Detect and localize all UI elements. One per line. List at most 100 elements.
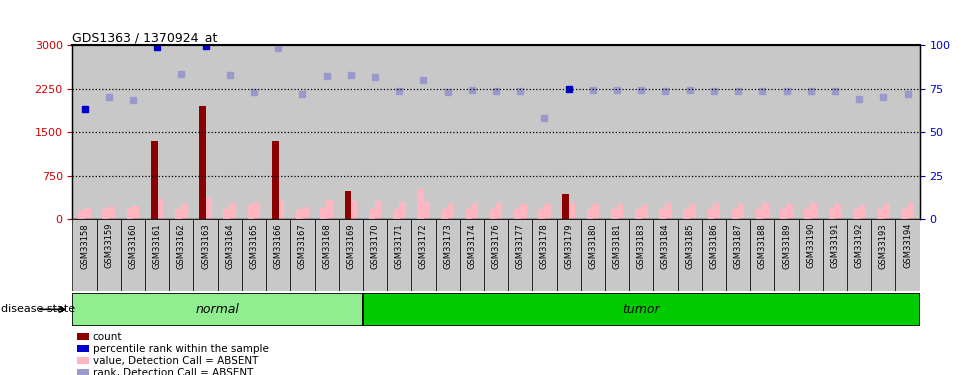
Bar bbox=[677, 219, 701, 291]
Bar bbox=[193, 219, 217, 291]
Bar bbox=[568, 203, 575, 219]
Bar bbox=[775, 45, 799, 219]
Bar bbox=[605, 45, 629, 219]
Text: GSM33192: GSM33192 bbox=[855, 223, 864, 268]
Text: GSM33159: GSM33159 bbox=[104, 223, 113, 268]
Text: GSM33173: GSM33173 bbox=[443, 223, 452, 268]
Bar bbox=[538, 209, 545, 219]
Text: count: count bbox=[93, 332, 123, 342]
Text: value, Detection Call = ABSENT: value, Detection Call = ABSENT bbox=[93, 356, 258, 366]
Bar bbox=[132, 206, 139, 219]
Bar bbox=[72, 45, 97, 219]
Bar bbox=[629, 219, 653, 291]
Bar bbox=[363, 45, 387, 219]
Text: GSM33168: GSM33168 bbox=[322, 223, 331, 268]
Bar bbox=[229, 203, 236, 219]
Bar bbox=[859, 204, 866, 219]
Text: GSM33179: GSM33179 bbox=[564, 223, 573, 268]
Text: GSM33174: GSM33174 bbox=[468, 223, 476, 268]
Bar bbox=[823, 45, 847, 219]
Bar bbox=[799, 45, 823, 219]
Bar bbox=[72, 219, 97, 291]
Bar bbox=[532, 45, 556, 219]
Bar bbox=[127, 208, 133, 219]
Bar bbox=[345, 191, 352, 219]
Bar bbox=[460, 219, 484, 291]
Bar bbox=[562, 194, 569, 219]
Text: GSM33165: GSM33165 bbox=[249, 223, 259, 268]
Bar bbox=[277, 201, 285, 219]
Text: GSM33191: GSM33191 bbox=[831, 223, 839, 268]
Bar bbox=[387, 219, 412, 291]
Bar bbox=[302, 207, 309, 219]
Bar bbox=[653, 45, 677, 219]
Text: GSM33194: GSM33194 bbox=[903, 223, 912, 268]
Bar bbox=[247, 205, 254, 219]
Bar bbox=[751, 45, 775, 219]
Bar bbox=[363, 219, 387, 291]
Text: GSM33178: GSM33178 bbox=[540, 223, 549, 268]
Bar bbox=[508, 219, 532, 291]
Bar bbox=[616, 204, 623, 219]
Bar bbox=[683, 209, 690, 219]
Bar bbox=[532, 219, 556, 291]
Text: disease state: disease state bbox=[1, 304, 75, 314]
Bar bbox=[677, 45, 701, 219]
Bar bbox=[581, 219, 605, 291]
Bar bbox=[701, 219, 726, 291]
Bar bbox=[412, 45, 436, 219]
Text: rank, Detection Call = ABSENT: rank, Detection Call = ABSENT bbox=[93, 368, 253, 375]
Bar bbox=[895, 45, 920, 219]
Bar bbox=[97, 45, 121, 219]
Bar bbox=[399, 202, 406, 219]
Bar bbox=[805, 209, 811, 219]
Bar bbox=[581, 45, 605, 219]
Bar bbox=[466, 209, 472, 219]
Bar bbox=[810, 203, 817, 219]
Text: GSM33162: GSM33162 bbox=[177, 223, 185, 268]
Bar bbox=[738, 204, 745, 219]
Bar bbox=[121, 45, 145, 219]
Bar bbox=[121, 219, 145, 291]
Bar bbox=[635, 209, 641, 219]
Text: GSM33172: GSM33172 bbox=[419, 223, 428, 268]
Bar bbox=[351, 201, 357, 219]
Bar bbox=[707, 209, 715, 219]
Bar bbox=[640, 204, 647, 219]
Bar bbox=[145, 45, 169, 219]
Bar bbox=[514, 209, 521, 219]
Text: GSM33189: GSM33189 bbox=[782, 223, 791, 268]
Text: GSM33177: GSM33177 bbox=[516, 223, 525, 268]
Bar bbox=[762, 203, 769, 219]
Bar bbox=[775, 219, 799, 291]
Bar bbox=[242, 45, 266, 219]
Bar bbox=[199, 106, 206, 219]
Bar bbox=[369, 209, 376, 219]
Bar bbox=[907, 203, 914, 219]
Text: GSM33184: GSM33184 bbox=[661, 223, 670, 268]
Bar bbox=[363, 292, 920, 326]
Bar bbox=[72, 292, 363, 326]
Text: tumor: tumor bbox=[622, 303, 660, 316]
Bar bbox=[145, 219, 169, 291]
Bar bbox=[393, 209, 400, 219]
Bar bbox=[751, 219, 775, 291]
Bar bbox=[786, 204, 793, 219]
Bar bbox=[726, 219, 751, 291]
Bar bbox=[611, 209, 617, 219]
Bar bbox=[217, 219, 242, 291]
Bar bbox=[586, 209, 593, 219]
Bar bbox=[175, 209, 182, 219]
Bar bbox=[181, 204, 187, 219]
Text: GSM33163: GSM33163 bbox=[201, 223, 210, 268]
Bar bbox=[102, 209, 109, 219]
Bar bbox=[665, 203, 671, 219]
Bar bbox=[659, 209, 666, 219]
Bar bbox=[169, 219, 193, 291]
Bar bbox=[592, 204, 599, 219]
Bar bbox=[484, 219, 508, 291]
Bar bbox=[271, 141, 278, 219]
Bar bbox=[726, 45, 751, 219]
Bar bbox=[508, 45, 532, 219]
Text: GSM33190: GSM33190 bbox=[807, 223, 815, 268]
